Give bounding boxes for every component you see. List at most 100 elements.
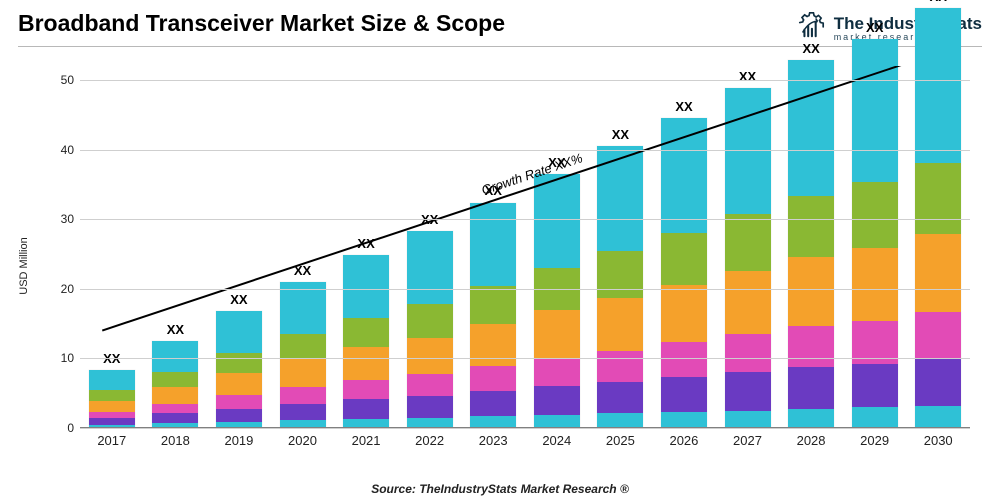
x-tick-label: 2030	[924, 433, 953, 448]
x-tick-label: 2022	[415, 433, 444, 448]
bar-slot: XX	[716, 66, 780, 428]
x-tick-label: 2026	[669, 433, 698, 448]
x-tick-label: 2019	[224, 433, 253, 448]
bar-segment	[661, 285, 707, 343]
bar-slot: XX	[398, 66, 462, 428]
bar-segment	[216, 373, 262, 395]
x-tick-label: 2029	[860, 433, 889, 448]
bar-segment	[407, 304, 453, 337]
bar-stack	[89, 370, 135, 428]
bar-segment	[661, 412, 707, 428]
bar-stack	[725, 88, 771, 428]
bar-segment	[725, 411, 771, 428]
bar-segment	[788, 326, 834, 367]
gear-icon	[796, 10, 826, 45]
bar-segment	[470, 324, 516, 366]
bar-top-label: XX	[675, 99, 692, 114]
bar-segment	[725, 271, 771, 334]
bar-slot: XX	[271, 66, 335, 428]
bar-slot: XX	[843, 66, 907, 428]
bar-segment	[915, 406, 961, 428]
bar-segment	[915, 8, 961, 163]
source-line: Source: TheIndustryStats Market Research…	[0, 482, 1000, 496]
bar-slot: XX	[207, 66, 271, 428]
bar-segment	[216, 311, 262, 353]
grid-line	[80, 219, 970, 220]
bar-segment	[343, 255, 389, 318]
bar-segment	[915, 234, 961, 313]
bar-segment	[152, 341, 198, 372]
bar-segment	[470, 286, 516, 324]
bar-stack	[152, 341, 198, 428]
bar-segment	[661, 233, 707, 285]
bar-slot: XX	[461, 66, 525, 428]
bar-segment	[788, 367, 834, 408]
bar-stack	[597, 146, 643, 428]
bar-segment	[470, 203, 516, 287]
title-underline	[18, 46, 982, 47]
bar-segment	[216, 409, 262, 422]
bar-segment	[661, 342, 707, 377]
bar-stack	[788, 60, 834, 428]
bar-stack	[280, 282, 326, 428]
bar-stack	[343, 255, 389, 428]
bar-segment	[216, 353, 262, 373]
bar-segment	[852, 39, 898, 182]
bar-top-label: XX	[930, 0, 947, 4]
y-tick-label: 20	[46, 282, 74, 296]
bar-segment	[343, 380, 389, 399]
bar-segment	[89, 401, 135, 412]
bar-segment	[725, 372, 771, 410]
bar-segment	[89, 370, 135, 391]
bar-segment	[152, 404, 198, 414]
x-tick-label: 2027	[733, 433, 762, 448]
bar-segment	[661, 118, 707, 233]
y-tick-label: 30	[46, 212, 74, 226]
bar-slot: XX	[907, 66, 971, 428]
x-tick-label: 2018	[161, 433, 190, 448]
grid-line	[80, 80, 970, 81]
bar-top-label: XX	[167, 322, 184, 337]
bar-slot: XX	[525, 66, 589, 428]
bar-segment	[725, 88, 771, 213]
bar-segment	[852, 248, 898, 321]
bar-segment	[280, 334, 326, 359]
bar-segment	[280, 404, 326, 421]
bar-segment	[470, 366, 516, 391]
bar-segment	[534, 386, 580, 415]
x-tick-label: 2028	[797, 433, 826, 448]
bar-top-label: XX	[739, 69, 756, 84]
bar-segment	[597, 382, 643, 413]
bar-top-label: XX	[802, 41, 819, 56]
bars-container: XXXXXXXXXXXXXXXXXXXXXXXXXXXX	[80, 66, 970, 428]
bar-segment	[216, 395, 262, 408]
bar-segment	[152, 372, 198, 387]
y-tick-label: 40	[46, 143, 74, 157]
bar-segment	[597, 146, 643, 250]
bar-stack	[216, 311, 262, 428]
bar-segment	[788, 196, 834, 258]
bar-segment	[788, 257, 834, 326]
bar-segment	[280, 359, 326, 387]
y-axis-label: USD Million	[18, 237, 30, 294]
x-tick-label: 2025	[606, 433, 635, 448]
y-tick-label: 10	[46, 351, 74, 365]
bar-segment	[152, 413, 198, 423]
bar-segment	[534, 174, 580, 268]
bar-segment	[152, 387, 198, 404]
bar-segment	[343, 318, 389, 347]
bar-segment	[915, 163, 961, 234]
x-tick-label: 2020	[288, 433, 317, 448]
bar-segment	[407, 338, 453, 375]
bar-segment	[407, 231, 453, 304]
bar-segment	[407, 396, 453, 418]
bar-stack	[661, 118, 707, 428]
bar-segment	[280, 387, 326, 404]
bar-segment	[915, 359, 961, 406]
bar-stack	[470, 203, 516, 428]
grid-line	[80, 150, 970, 151]
header: Broadband Transceiver Market Size & Scop…	[18, 10, 982, 56]
bar-slot: XX	[589, 66, 653, 428]
bar-segment	[725, 334, 771, 372]
bar-stack	[534, 174, 580, 428]
